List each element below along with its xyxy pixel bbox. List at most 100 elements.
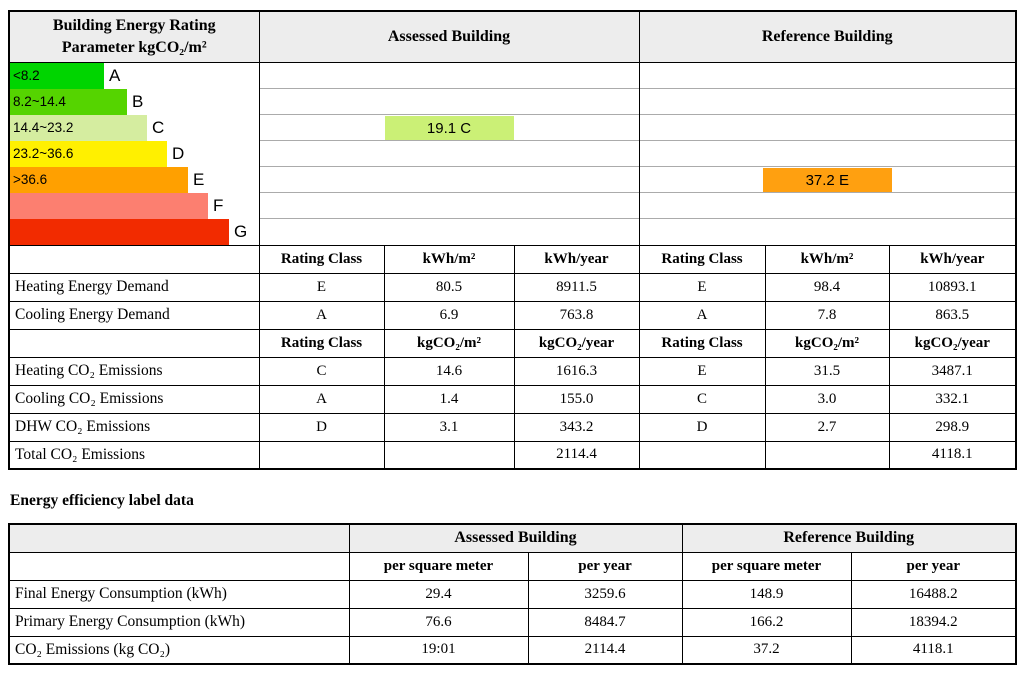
table-row-heating-co2-emissions: Heating CO₂ Emissions C 14.6 1616.3 E 31… bbox=[8, 356, 1017, 386]
column-header: kgCO₂/m² bbox=[764, 328, 890, 358]
band-bar-a: <8.2 bbox=[10, 62, 104, 89]
band-letter-d: D bbox=[172, 143, 185, 163]
table-cell: C bbox=[638, 384, 766, 414]
table-cell: 76.6 bbox=[348, 607, 529, 637]
rating-band-row-f: F bbox=[9, 192, 1017, 219]
row-label: Heating Energy Demand bbox=[8, 272, 260, 302]
reference-scale-cell bbox=[638, 88, 1017, 115]
band-range-label: 8.2~14.4 bbox=[13, 94, 66, 109]
table-cell: 763.8 bbox=[513, 300, 640, 330]
band-letter-f: F bbox=[213, 195, 224, 215]
table-cell bbox=[764, 440, 890, 470]
row-label: Primary Energy Consumption (kWh) bbox=[8, 607, 350, 637]
reference-building-header: Reference Building bbox=[638, 10, 1017, 63]
table-cell: 4118.1 bbox=[888, 440, 1017, 470]
reference-rating-marker: 37.2 E bbox=[762, 168, 892, 192]
table-cell: 2114.4 bbox=[513, 440, 640, 470]
assessed-scale-cell bbox=[258, 192, 640, 219]
parameter-header: Building Energy Rating Parameter kgCO₂/m… bbox=[8, 10, 260, 63]
band-bar-g bbox=[10, 218, 229, 245]
table-cell: 37.2 bbox=[681, 635, 852, 665]
table-cell: D bbox=[258, 412, 385, 442]
demand-header-row: Rating Class kWh/m² kWh/year Rating Clas… bbox=[8, 244, 1017, 274]
table-cell bbox=[383, 440, 515, 470]
assessed-building-header: Assessed Building bbox=[258, 10, 640, 63]
label-table-subheader-row: per square meter per year per square met… bbox=[8, 551, 1017, 581]
column-header: kWh/m² bbox=[764, 244, 890, 274]
column-header: per year bbox=[850, 551, 1017, 581]
empty-cell bbox=[8, 523, 350, 553]
row-label: Heating CO₂ Emissions bbox=[8, 356, 260, 386]
table-cell: 6.9 bbox=[383, 300, 515, 330]
table-row-cooling-co2-emissions: Cooling CO₂ Emissions A 1.4 155.0 C 3.0 … bbox=[8, 384, 1017, 414]
assessed-scale-cell bbox=[258, 166, 640, 193]
table-cell: E bbox=[638, 272, 766, 302]
table-row-co2-emissions: CO₂ Emissions (kg CO₂) 19:01 2114.4 37.2… bbox=[8, 635, 1017, 665]
table-cell: A bbox=[258, 300, 385, 330]
table-cell: 3487.1 bbox=[888, 356, 1017, 386]
column-header: Rating Class bbox=[638, 244, 766, 274]
table-row-total-co2-emissions: Total CO₂ Emissions 2114.4 4118.1 bbox=[8, 440, 1017, 470]
rating-band-row-g: G bbox=[9, 218, 1017, 245]
table-cell: 29.4 bbox=[348, 579, 529, 609]
column-header: kWh/year bbox=[513, 244, 640, 274]
assessed-building-header: Assessed Building bbox=[348, 523, 683, 553]
table-cell bbox=[258, 440, 385, 470]
table-cell: 343.2 bbox=[513, 412, 640, 442]
energy-label-table: Assessed Building Reference Building per… bbox=[8, 523, 1018, 665]
table-cell: 16488.2 bbox=[850, 579, 1017, 609]
table-cell: 166.2 bbox=[681, 607, 852, 637]
table-cell: 8911.5 bbox=[513, 272, 640, 302]
table-cell: 31.5 bbox=[764, 356, 890, 386]
column-header: kgCO₂/year bbox=[888, 328, 1017, 358]
table-cell: 3259.6 bbox=[527, 579, 683, 609]
column-header: per square meter bbox=[348, 551, 529, 581]
table-cell: 155.0 bbox=[513, 384, 640, 414]
table-row-heating-energy-demand: Heating Energy Demand E 80.5 8911.5 E 98… bbox=[8, 272, 1017, 302]
table-cell: 1616.3 bbox=[513, 356, 640, 386]
band-bar-d: 23.2~36.6 bbox=[10, 140, 167, 167]
reference-scale-cell bbox=[638, 140, 1017, 167]
table-cell: A bbox=[258, 384, 385, 414]
table-cell: 80.5 bbox=[383, 272, 515, 302]
column-header: kWh/year bbox=[888, 244, 1017, 274]
table-cell: C bbox=[258, 356, 385, 386]
column-header: per year bbox=[527, 551, 683, 581]
band-bar-c: 14.4~23.2 bbox=[10, 114, 147, 141]
assessed-scale-cell bbox=[258, 218, 640, 245]
column-header: kgCO₂/m² bbox=[383, 328, 515, 358]
band-range-label: <8.2 bbox=[13, 68, 40, 83]
table-cell: 298.9 bbox=[888, 412, 1017, 442]
band-letter-b: B bbox=[132, 91, 144, 111]
section-title: Energy efficiency label data bbox=[10, 492, 194, 509]
column-header: Rating Class bbox=[258, 328, 385, 358]
rating-band-row-a: <8.2 A bbox=[9, 61, 1017, 89]
rating-band-row-c: 14.4~23.2 C 19.1 C bbox=[9, 114, 1017, 141]
assessed-scale-cell bbox=[258, 88, 640, 115]
rating-table: Building Energy Rating Parameter kgCO₂/m… bbox=[8, 10, 1018, 470]
column-header: Rating Class bbox=[258, 244, 385, 274]
assessed-scale-cell: 19.1 C bbox=[258, 114, 640, 141]
table-row-dhw-co2-emissions: DHW CO₂ Emissions D 3.1 343.2 D 2.7 298.… bbox=[8, 412, 1017, 442]
reference-scale-cell bbox=[638, 61, 1017, 89]
band-bar-e: >36.6 bbox=[10, 166, 188, 193]
table-cell: 148.9 bbox=[681, 579, 852, 609]
band-range-label: 23.2~36.6 bbox=[13, 146, 74, 161]
assessed-scale-cell bbox=[258, 140, 640, 167]
row-label: Cooling CO₂ Emissions bbox=[8, 384, 260, 414]
table-cell: D bbox=[638, 412, 766, 442]
table-cell: E bbox=[638, 356, 766, 386]
row-label: Total CO₂ Emissions bbox=[8, 440, 260, 470]
row-label: Cooling Energy Demand bbox=[8, 300, 260, 330]
table-cell: A bbox=[638, 300, 766, 330]
row-label: Final Energy Consumption (kWh) bbox=[8, 579, 350, 609]
parameter-header-line1: Building Energy Rating bbox=[52, 17, 216, 35]
band-letter-e: E bbox=[193, 169, 205, 189]
empty-cell bbox=[8, 244, 260, 274]
assessed-scale-cell bbox=[258, 61, 640, 89]
table-cell: 4118.1 bbox=[850, 635, 1017, 665]
table-cell: E bbox=[258, 272, 385, 302]
assessed-rating-marker: 19.1 C bbox=[384, 116, 514, 140]
band-range-label: 14.4~23.2 bbox=[13, 120, 74, 135]
